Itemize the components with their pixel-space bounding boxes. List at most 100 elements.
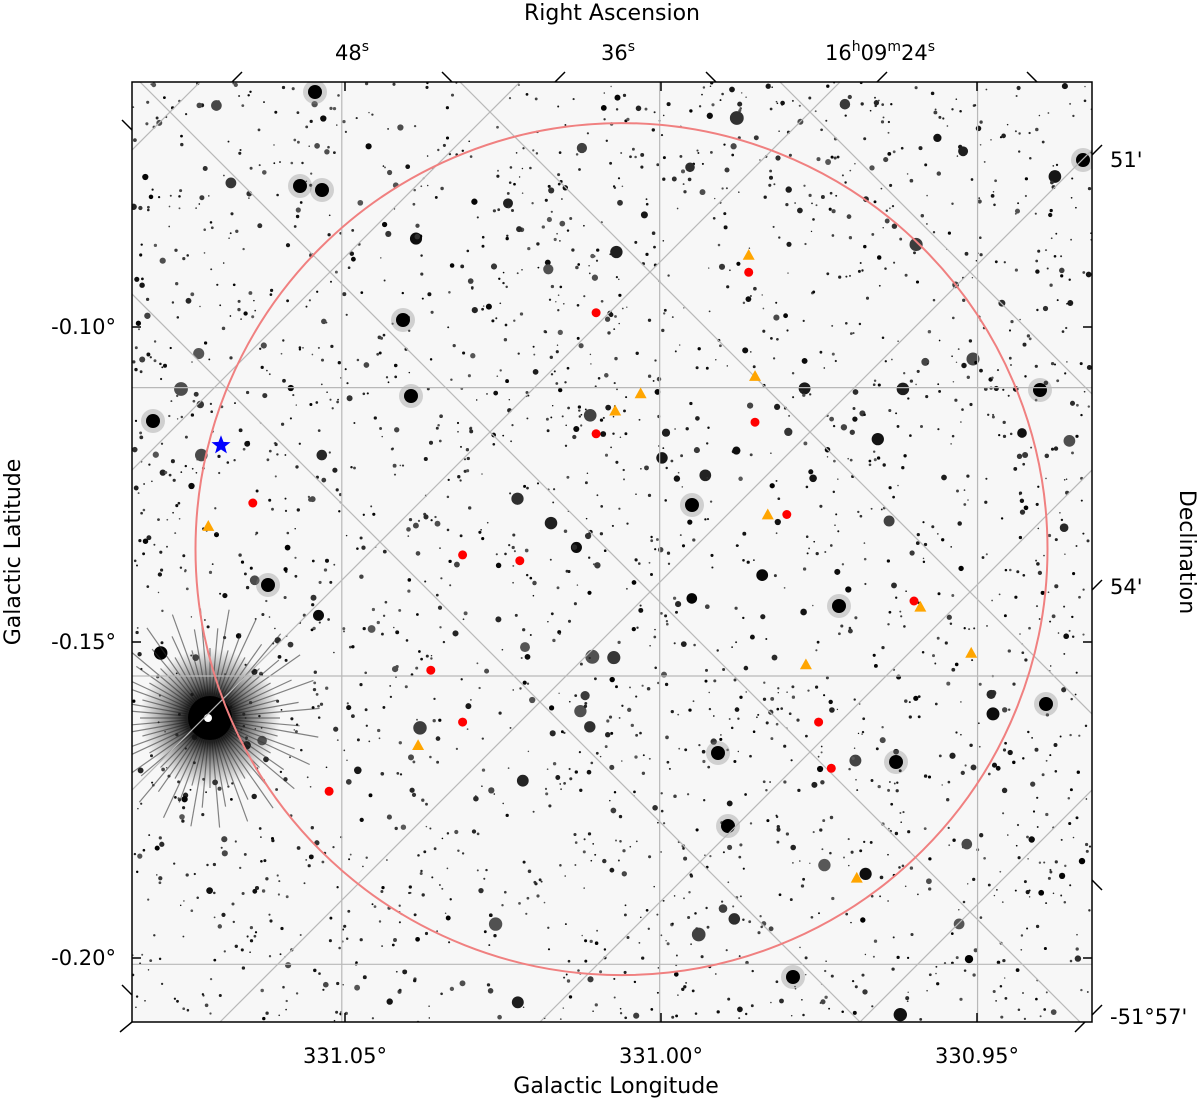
field-star <box>823 367 826 369</box>
field-star <box>857 510 860 514</box>
field-star <box>398 608 402 612</box>
tick-label-dec-2: 54' <box>1110 575 1143 599</box>
field-star <box>1086 539 1090 543</box>
field-star <box>906 173 909 175</box>
field-star <box>310 628 314 632</box>
field-star <box>176 418 179 420</box>
field-star <box>573 425 580 433</box>
grid-line <box>539 469 1092 1022</box>
field-star <box>348 858 351 861</box>
field-star <box>277 654 282 659</box>
field-star <box>635 695 638 698</box>
field-star <box>859 849 863 853</box>
field-star <box>559 783 562 785</box>
field-star <box>320 358 325 362</box>
field-star <box>769 483 775 489</box>
field-star <box>221 326 226 331</box>
field-star <box>557 309 560 312</box>
field-star <box>134 367 138 372</box>
field-star <box>595 259 599 262</box>
field-star <box>170 400 173 403</box>
field-star <box>791 372 795 375</box>
field-star <box>802 1013 805 1017</box>
field-star <box>370 505 373 508</box>
field-star <box>447 326 450 329</box>
field-star <box>381 885 385 890</box>
field-star <box>210 268 213 271</box>
field-star <box>647 493 652 498</box>
field-star <box>657 546 664 553</box>
field-star <box>933 110 938 115</box>
field-star <box>979 833 984 838</box>
field-star <box>656 452 668 464</box>
field-star <box>1022 992 1024 994</box>
red-circle-marker <box>458 550 468 560</box>
field-star <box>973 627 976 630</box>
field-star <box>677 713 680 716</box>
field-star <box>449 898 452 901</box>
field-star <box>420 272 424 276</box>
field-star <box>900 615 903 618</box>
field-star <box>309 183 313 187</box>
field-star <box>1035 924 1040 929</box>
field-star <box>359 817 364 823</box>
field-star <box>225 177 237 189</box>
field-star <box>1014 595 1018 599</box>
field-star <box>497 169 499 172</box>
field-star <box>502 802 505 805</box>
field-star <box>302 613 306 617</box>
field-star <box>1022 451 1029 459</box>
field-star <box>578 409 581 412</box>
field-star <box>216 283 219 286</box>
field-star <box>661 328 665 333</box>
field-star <box>228 237 230 240</box>
field-star <box>362 975 367 980</box>
field-star <box>906 956 910 960</box>
field-star <box>742 347 749 354</box>
field-star <box>508 398 511 401</box>
field-star <box>1003 614 1007 618</box>
field-star <box>706 442 709 445</box>
field-star <box>762 307 765 310</box>
field-star <box>296 508 300 512</box>
field-star <box>1047 112 1050 114</box>
field-star <box>926 878 932 885</box>
field-star <box>365 856 368 859</box>
field-star <box>620 152 623 154</box>
field-star <box>873 458 877 462</box>
field-star <box>407 535 410 537</box>
field-star <box>285 962 292 969</box>
field-star <box>820 780 825 785</box>
field-star <box>532 810 535 813</box>
field-star <box>894 831 899 836</box>
field-star <box>969 743 973 748</box>
field-star <box>985 88 988 91</box>
field-star <box>835 194 838 197</box>
field-star <box>481 235 485 239</box>
field-star <box>625 396 628 399</box>
field-star <box>803 184 806 187</box>
field-star <box>986 689 996 699</box>
field-star <box>234 944 238 948</box>
field-star <box>384 166 386 169</box>
field-star <box>333 1019 336 1022</box>
field-star <box>298 348 302 351</box>
field-star <box>831 324 834 327</box>
field-star <box>509 726 512 729</box>
field-star <box>176 394 179 398</box>
field-star <box>1054 538 1058 542</box>
field-star <box>349 853 352 856</box>
field-star <box>1035 269 1040 274</box>
field-star <box>325 766 328 769</box>
field-star <box>728 718 731 720</box>
field-star <box>864 582 867 586</box>
field-star <box>605 404 612 411</box>
field-star <box>330 280 332 283</box>
field-star <box>1047 876 1051 880</box>
tick-label-lat-3: -0.20° <box>51 946 116 970</box>
field-star <box>821 848 824 851</box>
orange-triangle-marker <box>609 404 622 416</box>
field-star <box>318 580 322 584</box>
field-star <box>562 1007 565 1009</box>
field-star <box>553 237 557 242</box>
